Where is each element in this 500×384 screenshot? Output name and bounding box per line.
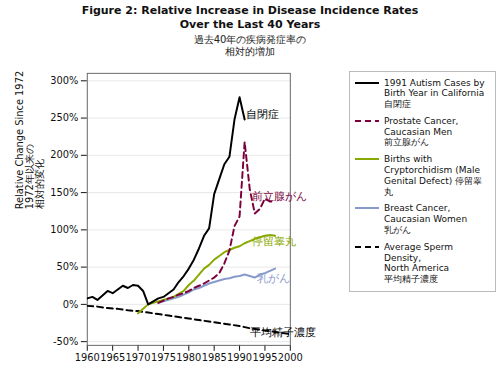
svg-text:150%: 150% — [50, 186, 78, 197]
svg-text:100%: 100% — [50, 224, 78, 235]
svg-text:乳がん: 乳がん — [257, 271, 290, 284]
svg-text:平均精子濃度: 平均精子濃度 — [250, 326, 316, 339]
svg-text:200%: 200% — [50, 149, 78, 160]
svg-text:250%: 250% — [50, 112, 78, 123]
svg-text:1960: 1960 — [75, 352, 100, 363]
svg-text:1965: 1965 — [100, 352, 125, 363]
svg-text:-50%: -50% — [53, 335, 78, 346]
html-text:Prostate Cancer, Caucasian Men: Prostate Cancer, Caucasian Men 前立腺がん — [384, 115, 459, 148]
html-text:Average Sperm Density, North A: Average Sperm Density, North America 平均精… — [384, 241, 454, 285]
svg-text:0%: 0% — [63, 298, 79, 309]
html-text:Figure 2: Relative Increase in: Figure 2: Relative Increase in Disease I… — [81, 4, 419, 31]
svg-text:1995: 1995 — [252, 352, 277, 363]
svg-text:2000: 2000 — [278, 352, 303, 363]
html-text:1991 Autism Cases by Birth Yea: 1991 Autism Cases by Birth Year in Calif… — [384, 77, 485, 110]
svg-text:1990: 1990 — [227, 352, 252, 363]
html-text:過去40年の疾病発症率の 相対的増加: 過去40年の疾病発症率の 相対的増加 — [193, 33, 307, 57]
svg-text:1975: 1975 — [151, 352, 176, 363]
svg-text:300%: 300% — [50, 74, 78, 85]
html-text:Breast Cancer, Caucasian Women: Breast Cancer, Caucasian Women 乳がん — [384, 203, 468, 236]
svg-text:停留睾丸: 停留睾丸 — [252, 234, 296, 247]
html-text:Births with Cryptorchidism (Ma: Births with Cryptorchidism (Male Genital… — [384, 154, 483, 197]
svg-text:50%: 50% — [57, 261, 79, 272]
svg-text:Relative Change Since 19721972: Relative Change Since 19721972年以来の相対的変化 — [14, 70, 45, 209]
svg-text:1970: 1970 — [126, 352, 151, 363]
svg-text:前立腺がん: 前立腺がん — [252, 189, 307, 202]
svg-text:自閉症: 自閉症 — [246, 107, 279, 120]
svg-text:1985: 1985 — [202, 352, 227, 363]
svg-text:1980: 1980 — [176, 352, 201, 363]
